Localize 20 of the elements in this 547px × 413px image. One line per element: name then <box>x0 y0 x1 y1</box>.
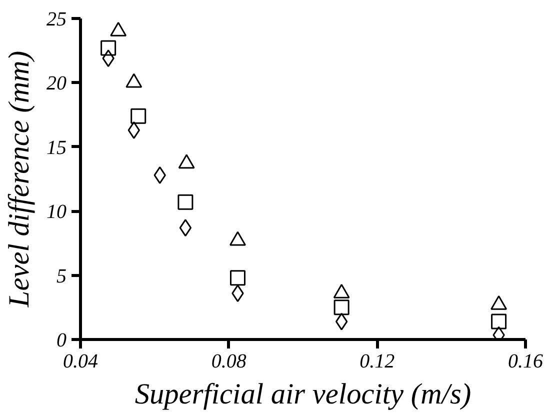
y-tick-label: 10 <box>46 201 66 224</box>
y-tick-label: 0 <box>56 330 66 352</box>
x-tick-label: 0.08 <box>211 350 246 372</box>
point <box>334 300 350 316</box>
point <box>335 312 348 330</box>
y-tick-label: 5 <box>56 265 66 288</box>
y-tick-label: 20 <box>46 72 66 95</box>
point <box>491 314 507 330</box>
y-tick-label: 15 <box>46 136 66 159</box>
point <box>230 270 246 286</box>
point <box>100 40 116 56</box>
x-tick-label: 0.16 <box>508 350 543 372</box>
x-axis-title: Superficial air velocity (m/s) <box>134 378 472 410</box>
point <box>130 108 146 124</box>
point <box>178 194 194 210</box>
y-axis-title: Level difference (mm) <box>4 50 36 308</box>
x-tick-label: 0.04 <box>63 350 98 372</box>
x-tick-label: 0.12 <box>360 350 395 372</box>
y-tick-label: 25 <box>46 8 66 30</box>
point <box>179 219 192 237</box>
